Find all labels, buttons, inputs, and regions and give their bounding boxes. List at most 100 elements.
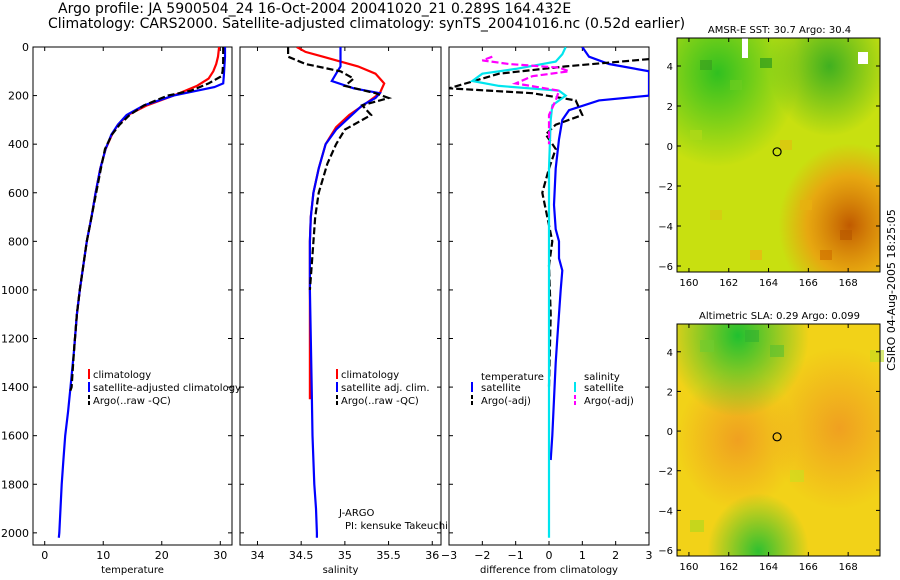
map-cell <box>840 230 852 240</box>
map-field <box>677 324 880 556</box>
plot-frame <box>32 46 233 546</box>
y-tick-label: −2 <box>658 467 673 478</box>
map-cell <box>690 130 702 140</box>
map-cell <box>745 330 759 342</box>
chart-salinity: 34 34.5 35 35.5 36 salinity climatology satelli… <box>239 46 448 576</box>
x-tick-label: −3 <box>441 549 457 562</box>
x-axis-label: salinity <box>323 565 359 576</box>
legend-label: Argo(-adj) <box>481 396 531 407</box>
x-tick-label: 168 <box>839 562 858 573</box>
x-tick-label: 162 <box>719 562 738 573</box>
map-missing <box>858 52 868 64</box>
x-tick-label: 20 <box>155 549 169 562</box>
x-axis-label: difference from climatology <box>480 565 618 576</box>
x-tick-label: 10 <box>96 549 110 562</box>
map-cell <box>710 210 722 220</box>
x-tick-label: 34 <box>250 549 264 562</box>
x-tick-label: 160 <box>679 562 698 573</box>
map-frame <box>676 323 881 557</box>
series-3 <box>481 55 570 145</box>
argo-position-marker <box>772 432 782 442</box>
x-tick-label: 166 <box>799 278 818 289</box>
map-sla: Altimetric SLA: 0.29 Argo: 0.099 160 162 16… <box>658 311 884 573</box>
y-tick-label: −2 <box>658 182 673 193</box>
map-cell <box>730 80 742 90</box>
y-tick-label: 4 <box>667 62 673 73</box>
y-tick-label: 1600 <box>1 430 29 443</box>
legend-label: climatology <box>93 370 151 381</box>
legend-title-temperature: temperature <box>481 372 544 383</box>
y-tick-label: 1400 <box>1 381 29 394</box>
x-tick-label: −1 <box>508 549 524 562</box>
x-tick-label: 0 <box>41 549 48 562</box>
map-cell <box>780 140 792 150</box>
map-cell <box>760 58 772 68</box>
map-cell <box>700 60 712 70</box>
x-tick-label: 164 <box>759 278 778 289</box>
y-tick-label: 2000 <box>1 527 29 540</box>
map-cell <box>820 250 832 260</box>
x-tick-label: 35.5 <box>376 549 401 562</box>
series-1 <box>308 47 382 538</box>
map-sst: AMSR-E SST: 30.7 Argo: 30.4 160 162 164 166 1… <box>658 25 881 289</box>
y-tick-label: 400 <box>8 138 29 151</box>
map-title: AMSR-E SST: 30.7 Argo: 30.4 <box>708 25 851 36</box>
series-0 <box>549 47 649 461</box>
y-tick-label: 2 <box>667 387 673 398</box>
legend-label: satellite-adjusted climatology <box>93 383 241 394</box>
x-tick-label: 35 <box>338 549 352 562</box>
map-frame <box>676 37 881 273</box>
legend-label: satellite <box>481 383 521 394</box>
y-tick-label: 800 <box>8 235 29 248</box>
map-title: Altimetric SLA: 0.29 Argo: 0.099 <box>699 311 860 322</box>
series-2 <box>287 47 393 290</box>
legend-title-salinity: salinity <box>584 372 620 383</box>
y-tick-label: −4 <box>658 222 673 233</box>
map-cell <box>770 345 784 357</box>
x-tick-label: 166 <box>799 562 818 573</box>
y-tick-label: 200 <box>8 90 29 103</box>
x-tick-label: −2 <box>474 549 490 562</box>
x-tick-label: 36 <box>425 549 439 562</box>
x-tick-label: 160 <box>679 278 698 289</box>
map-cell <box>700 340 714 352</box>
legend-label: climatology <box>341 370 399 381</box>
header-line-1: Argo profile: JA 5900504_24 16-Oct-2004 … <box>58 1 572 17</box>
annotation-line-2: PI: kensuke Takeuchi <box>345 521 448 532</box>
map-cell <box>690 520 704 532</box>
x-axis-label: temperature <box>101 565 164 576</box>
header-line-2: Climatology: CARS2000. Satellite-adjuste… <box>48 16 686 32</box>
argo-position-marker <box>772 147 782 157</box>
legend-label: Argo(..raw -QC) <box>341 396 419 407</box>
y-tick-label: −6 <box>658 262 673 273</box>
x-tick-label: 0 <box>546 549 553 562</box>
y-tick-label: 1200 <box>1 333 29 346</box>
y-tick-label: 600 <box>8 187 29 200</box>
chart-temperature: 0 200 400 600 800 1000 1200 1400 1600 1800 2000 0 10… <box>1 41 241 576</box>
x-tick-label: 30 <box>213 549 227 562</box>
legend-label: satellite <box>584 383 624 394</box>
x-tick-label: 162 <box>719 278 738 289</box>
map-cell <box>790 470 804 482</box>
y-tick-label: −4 <box>658 506 673 517</box>
x-tick-label: 168 <box>839 278 858 289</box>
map-missing <box>742 38 748 58</box>
y-tick-label: 4 <box>667 348 673 359</box>
x-tick-label: 3 <box>646 549 653 562</box>
annotation-line-1: J-ARGO <box>338 508 375 519</box>
x-tick-label: 2 <box>612 549 619 562</box>
legend-label: satellite adj. clim. <box>341 383 430 394</box>
legend-label: Argo(..raw -QC) <box>93 396 171 407</box>
series-2 <box>68 47 225 393</box>
y-tick-label: 2 <box>667 102 673 113</box>
y-tick-label: 0 <box>667 142 673 153</box>
chart-difference: −3 −2 −1 0 1 2 3 difference from climatology tem… <box>441 46 653 576</box>
x-tick-label: 164 <box>759 562 778 573</box>
x-tick-label: 34.5 <box>289 549 314 562</box>
x-tick-label: 1 <box>579 549 586 562</box>
side-label: CSIRO 04-Aug-2005 18:25:05 <box>885 209 898 371</box>
map-cell <box>800 200 812 210</box>
y-tick-label: 1800 <box>1 478 29 491</box>
y-tick-label: 0 <box>667 427 673 438</box>
